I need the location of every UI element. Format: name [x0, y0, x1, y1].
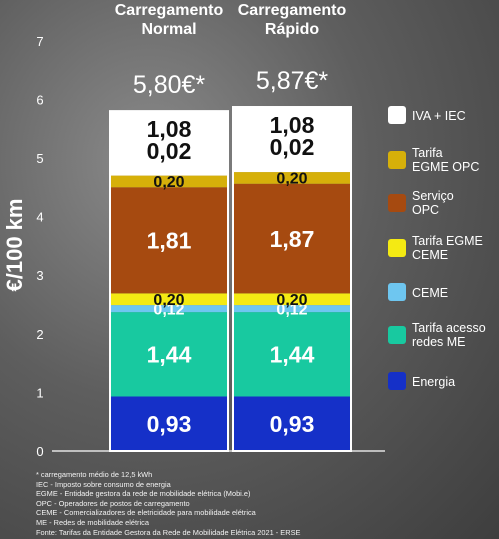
y-tick-label: 3 [36, 268, 43, 283]
bar-segment-tarifa-egme-ceme [110, 293, 228, 306]
data-label: 1,87 [270, 226, 315, 252]
footnotes: * carregamento médio de 12,5 kWh IEC - I… [36, 470, 476, 537]
footnote-ceme: CEME - Comercializadores de eletricidade… [36, 508, 256, 518]
legend-label: Tarifa EGME [412, 234, 483, 248]
y-tick-label: 5 [36, 151, 43, 166]
bar-segment-tarifa-acesso-redes-me [110, 312, 228, 397]
legend-swatch-1 [388, 151, 406, 169]
legend-label: Serviço [412, 189, 454, 203]
legend-label: redes ME [412, 335, 466, 349]
y-tick-label: 6 [36, 92, 43, 107]
data-label: 1,44 [270, 342, 315, 368]
y-tick-label: 1 [36, 385, 43, 400]
bar-total-label: 5,80€* [133, 71, 206, 99]
data-label: 0,20 [153, 174, 184, 191]
data-label: 1,08 [270, 112, 315, 138]
y-tick-label: 2 [36, 327, 43, 342]
footnote-average-charge: * carregamento médio de 12,5 kWh [36, 470, 153, 479]
legend-label: Tarifa acesso [412, 321, 486, 335]
bar-segment-energia [233, 396, 351, 451]
category-label: Normal [141, 21, 196, 38]
data-label: 1,08 [147, 116, 192, 142]
y-axis-label: €/100 km [2, 199, 27, 292]
footnote-me: ME - Redes de mobilidade elétrica [36, 517, 149, 527]
footnote-iec: IEC - Imposto sobre consumo de energia [36, 479, 171, 489]
category-label: Carregamento [115, 2, 224, 19]
legend-label: EGME OPC [412, 160, 479, 174]
bar-segment-servi-o-opc [233, 183, 351, 294]
legend-swatch-0 [388, 106, 406, 124]
legend-swatch-6 [388, 372, 406, 390]
data-label: 0,02 [270, 134, 315, 160]
legend-label: CEME [412, 248, 448, 262]
bar-segment-tarifa-acesso-redes-me [233, 312, 351, 397]
legend-label: OPC [412, 203, 439, 217]
legend-label: Energia [412, 375, 455, 389]
data-label: 0,93 [147, 411, 192, 437]
legend-swatch-3 [388, 239, 406, 257]
bar-segment-tarifa-egme-opc [233, 172, 351, 184]
legend-label: Tarifa [412, 146, 443, 160]
legend-swatch-4 [388, 283, 406, 301]
bar-segment-tarifa-egme-opc [110, 175, 228, 188]
data-label: 0,20 [153, 292, 184, 309]
data-label: 0,20 [276, 292, 307, 309]
category-label: Rápido [265, 21, 319, 38]
footnote-source: Fonte: Tarifas da Entidade Gestora da Re… [36, 527, 301, 537]
data-label: 0,93 [270, 411, 315, 437]
data-label: 0,12 [276, 301, 307, 318]
bar-segment-iva-iec [233, 107, 351, 173]
legend-label: CEME [412, 286, 448, 300]
bar-total-label: 5,87€* [256, 67, 329, 95]
data-label: 0,12 [153, 301, 184, 318]
legend-swatch-5 [388, 326, 406, 344]
data-label: 0,20 [276, 171, 307, 188]
legend-swatch-2 [388, 194, 406, 212]
bar-segment-ceme [233, 305, 351, 313]
bar-segment-ceme [110, 305, 228, 313]
y-tick-label: 7 [36, 34, 43, 49]
legend-label: IVA + IEC [412, 109, 466, 123]
bar-segment-iva-iec [110, 111, 228, 176]
footnote-opc: OPC - Operadores de postos de carregamen… [36, 498, 190, 508]
category-label: Carregamento [238, 2, 347, 19]
bar-segment-tarifa-egme-ceme [233, 293, 351, 306]
data-label: 1,81 [147, 228, 192, 254]
bar-segment-energia [110, 396, 228, 451]
data-label: 0,02 [147, 138, 192, 164]
y-tick-label: 0 [36, 444, 43, 459]
data-label: 1,44 [147, 342, 192, 368]
y-tick-label: 4 [36, 210, 43, 225]
bar-segment-servi-o-opc [110, 187, 228, 294]
footnote-egme: EGME - Entidade gestora da rede de mobil… [36, 489, 251, 499]
